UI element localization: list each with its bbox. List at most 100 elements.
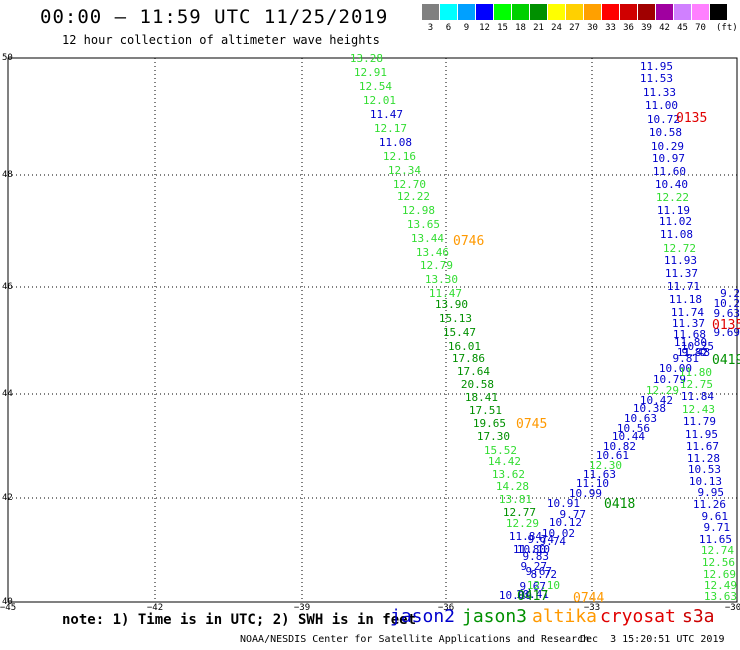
- track-c-label: 11.84: [681, 390, 714, 403]
- track-c-label: 11.71: [667, 280, 700, 293]
- track-a-label: 12.16: [383, 150, 416, 163]
- track-b-label: 10.61: [596, 449, 629, 462]
- track-a-label: 17.30: [477, 430, 510, 443]
- track-c-label: 11.80: [679, 366, 712, 379]
- track-c-label: 11.33: [643, 86, 676, 99]
- map-title: 00:00 – 11:59 UTC 11/25/2019: [40, 6, 389, 28]
- track-a-label: 14.28: [496, 480, 529, 493]
- track-b-label: 9.74: [540, 535, 567, 548]
- track-a-label: 14.42: [488, 455, 521, 468]
- track-c-label: 11.37: [665, 267, 698, 280]
- track-a-label: 10.19: [499, 589, 532, 602]
- track-c-label: 10.97: [652, 152, 685, 165]
- track-b-label: 9.82: [682, 346, 709, 359]
- track-c-label: 11.93: [664, 254, 697, 267]
- track-a-label: 9.83: [523, 550, 550, 563]
- track-b-label: 10.56: [617, 422, 650, 435]
- scale-label: 39: [641, 23, 652, 33]
- track-a-label: 12.79: [420, 259, 453, 272]
- track-c-label: 11.60: [653, 165, 686, 178]
- track-b-label: 12.30: [589, 459, 622, 472]
- track-a-label: 13.46: [416, 246, 449, 259]
- track-a-label: 12.70: [393, 178, 426, 191]
- scale-label: 6: [445, 23, 452, 33]
- track-d-label: 10.2: [714, 297, 740, 310]
- track-c-label: 10.13: [689, 475, 722, 488]
- scale-label: 45: [677, 23, 688, 33]
- track-a-label: 12.17: [374, 122, 407, 135]
- scale-label: 33: [605, 23, 616, 33]
- track-a-label: 12.22: [397, 190, 430, 203]
- track-c-label: 12.69: [703, 568, 736, 581]
- track-c-label: 10.58: [649, 126, 682, 139]
- track-a-label: 12.54: [359, 80, 392, 93]
- track-a-label: 12.10: [527, 579, 560, 592]
- track-c-label: 9.95: [698, 486, 725, 499]
- track-c-label: 12.43: [682, 403, 715, 416]
- track-b-label: 10.44: [612, 430, 645, 443]
- track-b-label: 11.63: [583, 468, 616, 481]
- lat-tick-label: 48: [2, 170, 13, 180]
- track-c-label: 12.49: [704, 579, 737, 592]
- track-a-label: 10.10: [517, 543, 550, 556]
- track-a-label: 12.77: [503, 506, 536, 519]
- track-b-label: 10.91: [547, 497, 580, 510]
- scale-swatch: [692, 4, 709, 20]
- legend-cryosat: cryosat: [600, 606, 676, 627]
- track-c-label: 10.72: [647, 113, 680, 126]
- track-c-label: 11.00: [645, 99, 678, 112]
- legend-jason3: jason3: [462, 606, 528, 627]
- track-c-label: 11.19: [657, 204, 690, 217]
- track-b-label: 9.81: [673, 352, 700, 365]
- track-c-label: 11.26: [693, 498, 726, 511]
- track-d-label: 9.69: [714, 326, 740, 339]
- track-b-label: 10.02: [542, 527, 575, 540]
- scale-label: 24: [551, 23, 562, 33]
- track-c-label: 11.65: [699, 533, 732, 546]
- lat-tick-label: 50: [2, 53, 13, 63]
- track-a-label: 11.80: [513, 543, 546, 556]
- scale-swatch: [422, 4, 439, 20]
- scale-unit: (ft): [716, 23, 738, 33]
- track-c-label: 11.79: [683, 415, 716, 428]
- track-b-label: 10.82: [603, 440, 636, 453]
- map-frame: [7, 57, 738, 603]
- track-b-label: 10.25: [681, 340, 714, 353]
- pass-time-label: 0746: [453, 234, 484, 249]
- pass-time-label: 0744: [573, 591, 604, 606]
- track-a-label: 16.01: [448, 340, 481, 353]
- track-b-label: 10.79: [653, 373, 686, 386]
- lon-tick-label: −36: [438, 603, 454, 613]
- track-c-label: 11.02: [659, 215, 692, 228]
- pass-time-label: 0418: [604, 497, 635, 512]
- scale-label: 42: [659, 23, 670, 33]
- track-a-label: 13.44: [411, 232, 444, 245]
- lat-tick-label: 40: [2, 597, 13, 607]
- track-c-label: 11.53: [640, 72, 673, 85]
- track-a-label: 8.72: [531, 568, 558, 581]
- track-d-label: 9.63: [714, 307, 740, 320]
- scale-swatch: [602, 4, 619, 20]
- track-a-label: 13.62: [492, 468, 525, 481]
- scale-label: 15: [497, 23, 508, 33]
- track-c-label: 11.80: [674, 336, 707, 349]
- track-c-label: 11.95: [640, 60, 673, 73]
- track-c-label: 11.95: [685, 428, 718, 441]
- track-a-label: 13.90: [435, 298, 468, 311]
- track-b-label: 10.42: [640, 394, 673, 407]
- track-a-label: 17.64: [457, 365, 490, 378]
- track-a-label: 12.01: [363, 94, 396, 107]
- track-a-label: 15.13: [439, 312, 472, 325]
- track-a-label: 17.86: [452, 352, 485, 365]
- track-a-label: 11.08: [379, 136, 412, 149]
- legend-altika: altika: [532, 606, 598, 627]
- track-a-label: 20.58: [461, 378, 494, 391]
- scale-swatch: [476, 4, 493, 20]
- track-c-label: 11.08: [660, 228, 693, 241]
- track-c-label: 11.74: [671, 306, 704, 319]
- pass-time-label: 0135: [676, 111, 707, 126]
- track-a-label: 9.27: [521, 560, 548, 573]
- note-text: note: 1) Time is in UTC; 2) SWH is in fe…: [62, 612, 417, 628]
- track-a-label: 12.29: [506, 517, 539, 530]
- track-c-label: 11.28: [687, 452, 720, 465]
